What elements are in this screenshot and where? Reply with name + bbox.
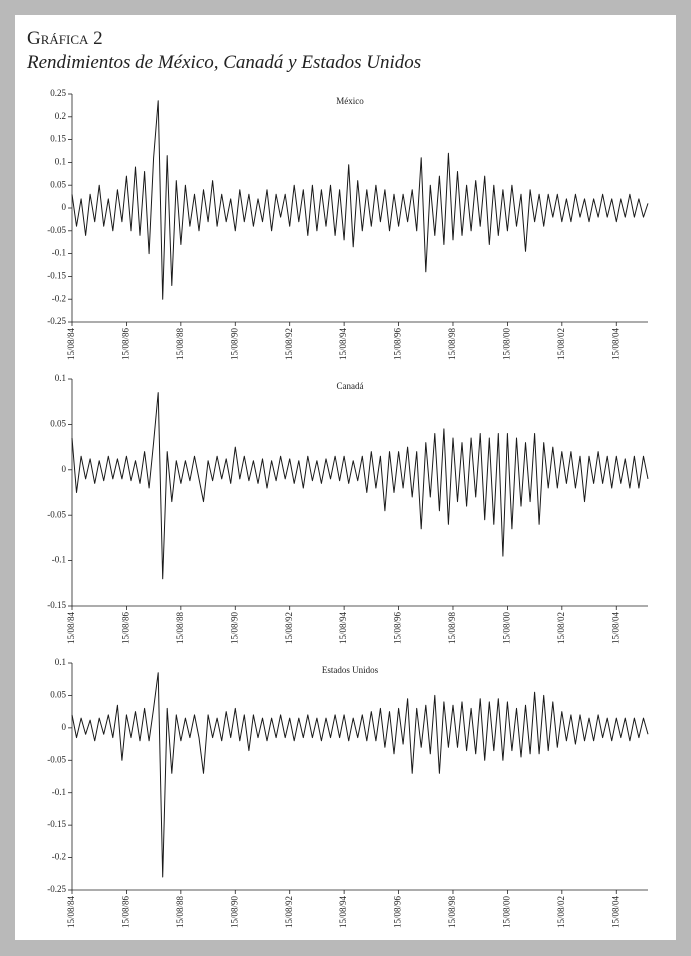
x-tick-label: 15/08/84 [66,896,76,929]
y-tick-label: -0.2 [52,852,66,862]
x-tick-label: 15/08/88 [175,612,185,645]
x-tick-label: 15/08/90 [229,612,239,645]
y-tick-label: 0.15 [50,134,66,144]
x-tick-label: 15/08/94 [338,328,348,361]
y-tick-label: -0.15 [47,600,66,610]
x-tick-label: 15/08/86 [120,328,130,361]
return-line [71,100,649,300]
x-tick-label: 15/08/96 [393,896,403,929]
y-tick-label: 0.25 [50,88,66,98]
x-tick-label: 15/08/90 [229,328,239,361]
x-tick-label: 15/08/94 [338,896,348,929]
chart-title: Canadá [337,381,364,391]
x-tick-label: 15/08/90 [229,896,239,929]
y-tick-label: 0.1 [55,373,66,383]
y-tick-label: 0 [62,202,67,212]
x-tick-label: 15/08/86 [120,612,130,645]
x-tick-label: 15/08/04 [610,612,620,645]
y-tick-label: -0.15 [47,819,66,829]
x-tick-label: 15/08/00 [501,612,511,645]
figure-title: Rendimientos de México, Canadá y Estados… [26,52,421,73]
x-tick-label: 15/08/98 [447,896,457,929]
x-tick-label: 15/08/02 [556,612,566,644]
y-tick-label: -0.2 [52,293,66,303]
x-tick-label: 15/08/02 [556,896,566,928]
y-tick-label: -0.25 [47,316,66,326]
x-tick-label: 15/08/92 [284,612,294,644]
x-tick-label: 15/08/88 [175,328,185,361]
y-tick-label: 0.05 [50,418,66,428]
x-tick-label: 15/08/92 [284,328,294,360]
y-tick-label: 0 [62,722,67,732]
x-tick-label: 15/08/98 [447,612,457,645]
y-tick-label: -0.05 [47,754,66,764]
y-tick-label: -0.1 [52,787,66,797]
x-tick-label: 15/08/04 [610,328,620,361]
chart-title: México [336,96,364,106]
y-tick-label: -0.05 [47,225,66,235]
y-tick-label: 0.2 [55,111,66,121]
y-tick-label: -0.05 [47,509,66,519]
y-tick-label: -0.25 [47,884,66,894]
x-tick-label: 15/08/02 [556,328,566,360]
x-tick-label: 15/08/86 [120,896,130,929]
x-tick-label: 15/08/00 [501,328,511,361]
x-tick-label: 15/08/84 [66,612,76,645]
return-line [71,672,649,878]
return-line [71,392,649,580]
x-tick-label: 15/08/98 [447,328,457,361]
x-tick-label: 15/08/96 [393,328,403,361]
y-tick-label: 0.1 [55,657,66,667]
y-tick-label: 0.05 [50,689,66,699]
y-tick-label: -0.1 [52,248,66,258]
x-tick-label: 15/08/92 [284,896,294,928]
figure-label: Gráfica 2 [27,28,103,49]
x-tick-label: 15/08/94 [338,612,348,645]
x-tick-label: 15/08/84 [66,328,76,361]
x-tick-label: 15/08/00 [501,896,511,929]
y-tick-label: 0 [62,464,67,474]
y-tick-label: -0.15 [47,270,66,280]
y-tick-label: -0.1 [52,555,66,565]
x-tick-label: 15/08/04 [610,896,620,929]
y-tick-label: 0.1 [55,156,66,166]
x-tick-label: 15/08/96 [393,612,403,645]
chart-title: Estados Unidos [322,665,379,675]
x-tick-label: 15/08/88 [175,896,185,929]
y-tick-label: 0.05 [50,179,66,189]
